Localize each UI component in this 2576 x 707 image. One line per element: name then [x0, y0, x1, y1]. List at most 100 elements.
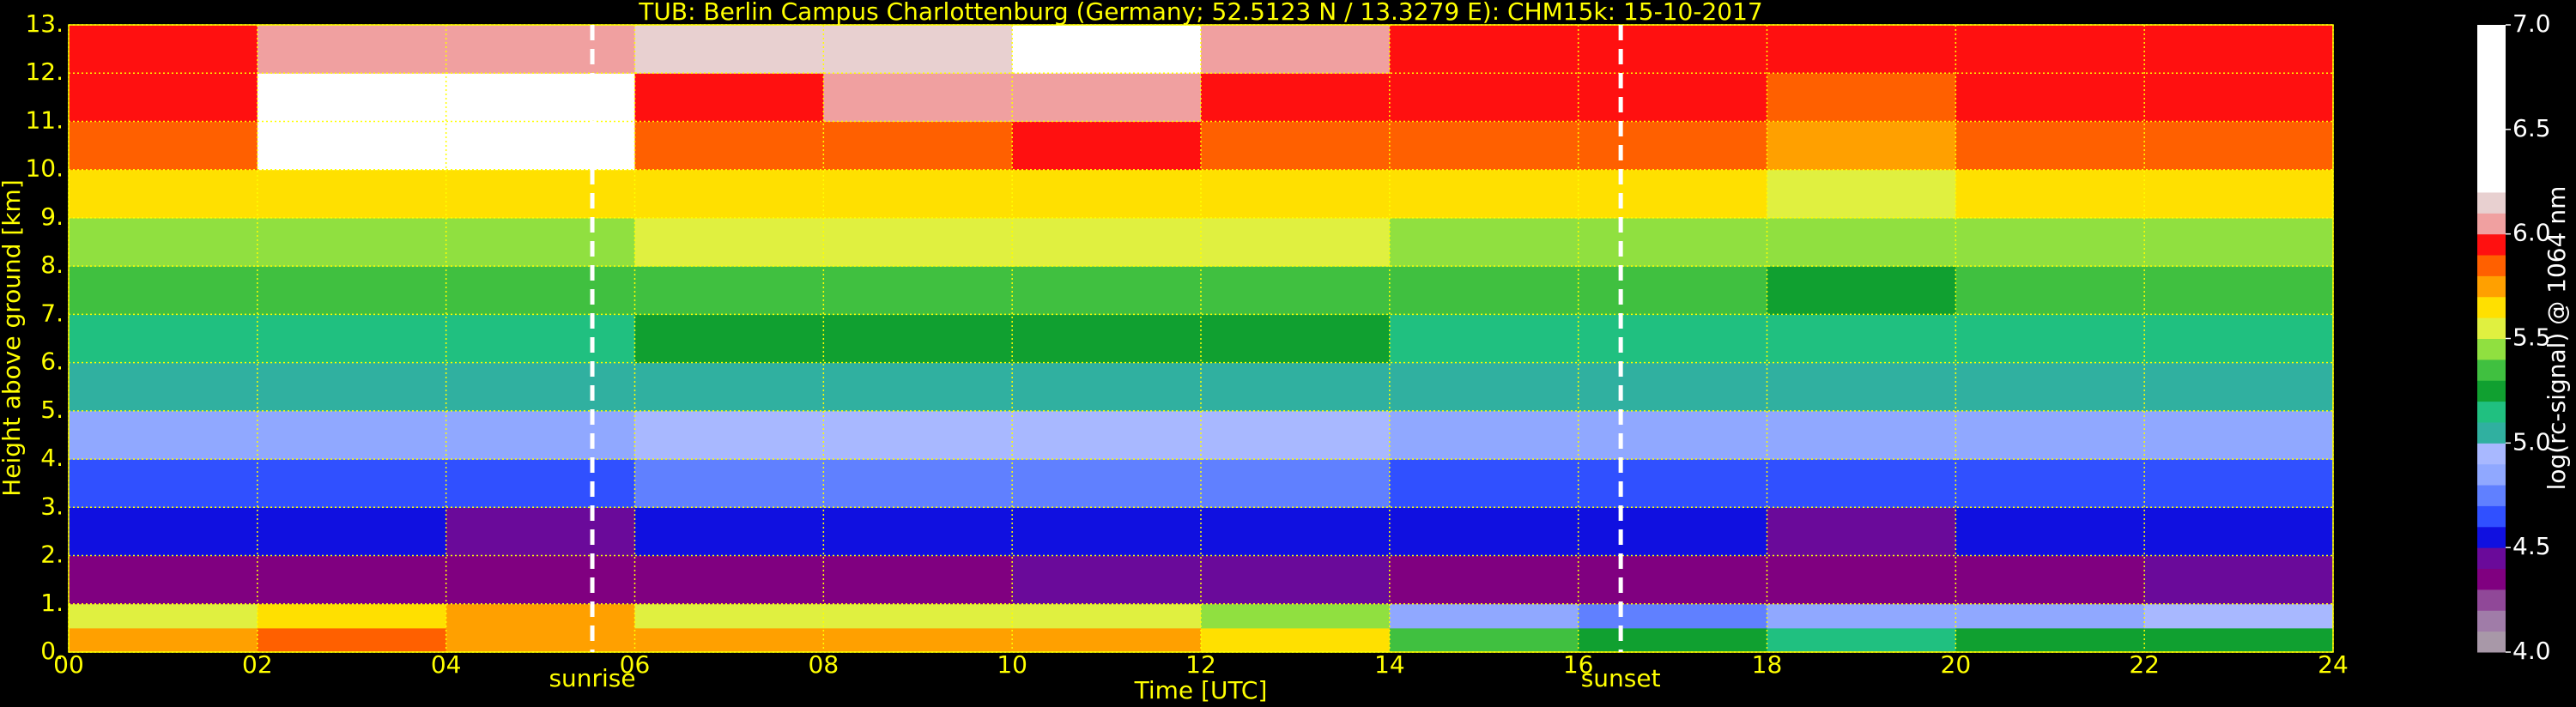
heatmap-cell: [634, 603, 824, 629]
colorbar-segment: [2477, 338, 2506, 360]
heatmap-cell: [69, 314, 258, 364]
heatmap-cell: [1389, 217, 1579, 267]
colorbar-segment: [2477, 505, 2506, 528]
heatmap-cell: [1389, 25, 1579, 74]
heatmap-cell: [1012, 169, 1202, 219]
heatmap-cell: [2144, 314, 2334, 364]
heatmap-cell: [823, 410, 1013, 460]
heatmap-cell: [634, 266, 824, 315]
heatmap-cell: [69, 217, 258, 267]
heatmap-cell: [2144, 410, 2334, 460]
heatmap-cell: [445, 410, 635, 460]
heatmap-cell: [634, 25, 824, 74]
heatmap-cell: [1578, 410, 1767, 460]
heatmap-cell: [823, 266, 1013, 315]
colorbar-segment: [2477, 463, 2506, 486]
heatmap-cell: [1767, 121, 1956, 171]
heatmap-cell: [1389, 314, 1579, 364]
heatmap-cell: [1767, 266, 1956, 315]
y-tick-label: 3.: [40, 492, 64, 520]
heatmap-cell: [445, 362, 635, 412]
heatmap-cell: [823, 362, 1013, 412]
heatmap-cell: [1955, 314, 2145, 364]
x-axis-label: Time [UTC]: [1134, 676, 1268, 704]
heatmap-cell: [257, 217, 447, 267]
y-tick-label: 8.: [40, 251, 64, 279]
heatmap-cell: [823, 169, 1013, 219]
heatmap-cell: [445, 603, 635, 629]
heatmap-cell: [2144, 169, 2334, 219]
heatmap-cell: [1201, 627, 1391, 653]
heatmap-cell: [823, 627, 1013, 653]
x-tick-label: 06: [620, 650, 651, 679]
heatmap-cell: [1389, 507, 1579, 557]
heatmap-cell: [1389, 169, 1579, 219]
x-tick-label: 04: [431, 650, 462, 679]
colorbar-segment: [2477, 296, 2506, 318]
heatmap-cell: [257, 73, 447, 122]
heatmap-cell: [823, 121, 1013, 171]
heatmap-cell: [634, 507, 824, 557]
heatmap-cell: [1955, 459, 2145, 508]
heatmap-cell: [823, 314, 1013, 364]
heatmap-cell: [1578, 121, 1767, 171]
heatmap-cell: [1201, 266, 1391, 315]
colorbar-segment: [2477, 631, 2506, 653]
x-tick-label: 20: [1941, 650, 1972, 679]
heatmap-cell: [1389, 555, 1579, 605]
heatmap-cell: [1012, 555, 1202, 605]
heatmap-cell: [1767, 507, 1956, 557]
heatmap-cell: [257, 627, 447, 653]
heatmap-cell: [1955, 266, 2145, 315]
heatmap-cell: [69, 121, 258, 171]
heatmap-cell: [69, 627, 258, 653]
y-tick-label: 10.: [25, 154, 64, 183]
heatmap-cell: [1389, 73, 1579, 122]
y-tick-label: 6.: [40, 347, 64, 376]
heatmap-cell: [2144, 507, 2334, 557]
y-tick-label: 2.: [40, 541, 64, 569]
heatmap-cell: [1955, 121, 2145, 171]
y-tick-label: 0.: [40, 637, 64, 665]
heatmap-cell: [445, 314, 635, 364]
colorbar-segment: [2477, 233, 2506, 256]
heatmap-cell: [1201, 459, 1391, 508]
heatmap-cell: [69, 555, 258, 605]
heatmap-cell: [634, 121, 824, 171]
heatmap-cell: [1955, 603, 2145, 629]
heatmap-cell: [1578, 266, 1767, 315]
heatmap-cell: [823, 555, 1013, 605]
heatmap-cell: [1578, 314, 1767, 364]
y-tick-label: 4.: [40, 444, 64, 472]
heatmap-cell: [1767, 459, 1956, 508]
heatmap-cell: [1389, 410, 1579, 460]
heatmap-cell: [1767, 169, 1956, 219]
heatmap-cell: [1012, 217, 1202, 267]
annotation-label: sunrise: [549, 664, 635, 692]
heatmap-cell: [1389, 362, 1579, 412]
heatmap-cell: [1767, 25, 1956, 74]
heatmap-cell: [1767, 410, 1956, 460]
heatmap-cell: [69, 603, 258, 629]
heatmap-cell: [1955, 627, 2145, 653]
heatmap-cell: [1389, 121, 1579, 171]
heatmap-cell: [1767, 362, 1956, 412]
y-axis-label: Height above ground [km]: [0, 179, 26, 497]
heatmap-cell: [69, 507, 258, 557]
colorbar-segment: [2477, 275, 2506, 298]
colorbar-segment: [2477, 443, 2506, 465]
heatmap-cell: [634, 627, 824, 653]
x-tick-label: 16: [1563, 650, 1594, 679]
y-tick-label: 1.: [40, 589, 64, 617]
heatmap-cell: [1955, 507, 2145, 557]
x-tick-label: 02: [242, 650, 273, 679]
heatmap-cell: [69, 410, 258, 460]
x-tick-label: 10: [997, 650, 1027, 679]
heatmap-cell: [1201, 410, 1391, 460]
heatmap-cell: [2144, 266, 2334, 315]
colorbar-tick-label: 4.0: [2512, 637, 2551, 665]
heatmap-cell: [1578, 362, 1767, 412]
heatmap-cell: [1578, 603, 1767, 629]
colorbar-tick-label: 7.0: [2512, 9, 2551, 38]
